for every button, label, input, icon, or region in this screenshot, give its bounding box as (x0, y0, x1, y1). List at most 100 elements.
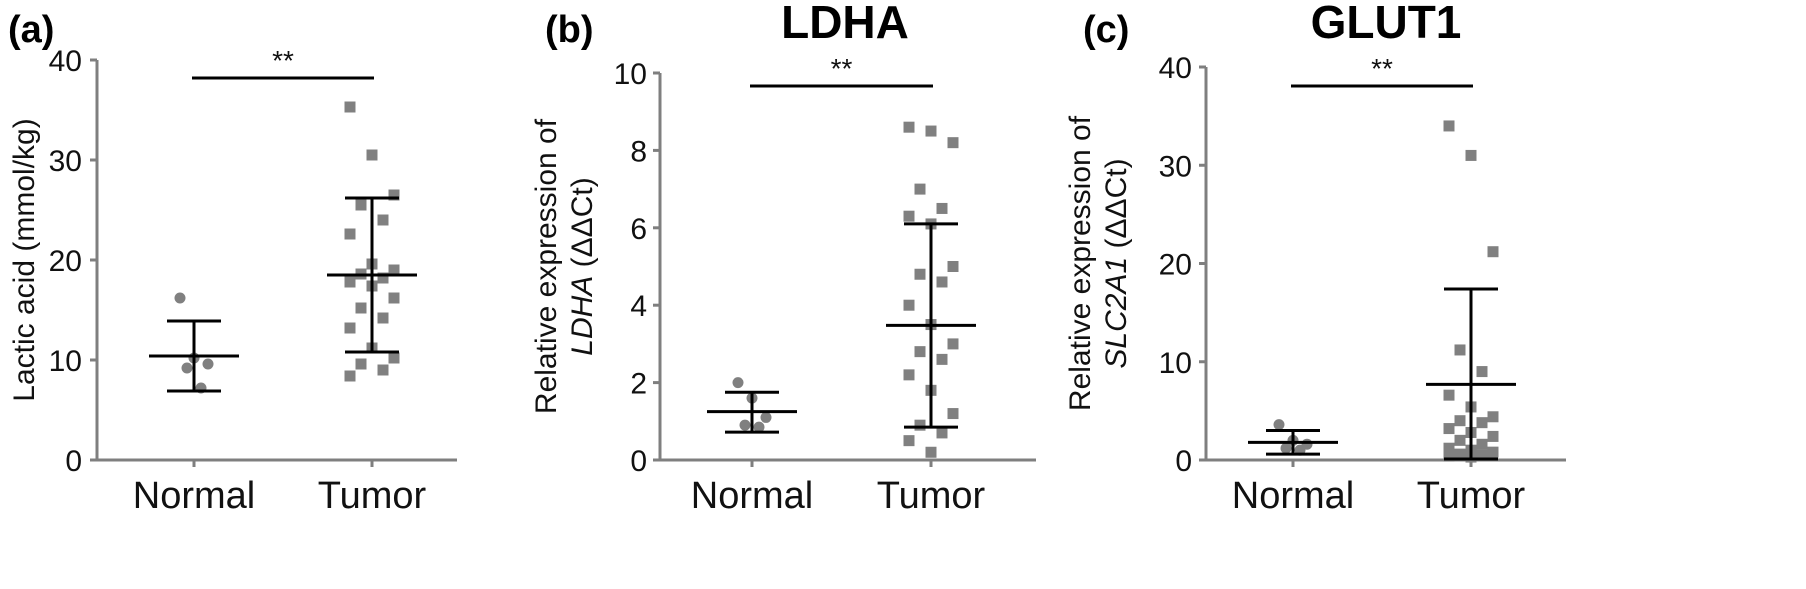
data-point (936, 202, 948, 214)
data-point (1476, 417, 1488, 429)
data-point (914, 419, 926, 431)
data-point (1443, 423, 1455, 435)
y-tick-label: 0 (65, 445, 82, 478)
data-point (936, 276, 948, 288)
y-tick-label: 10 (614, 58, 647, 91)
data-point (377, 312, 389, 324)
data-point (1476, 438, 1488, 450)
chart-title: GLUT1 (1311, 0, 1462, 48)
y-axis-label-gene: SLC2A1 (ΔΔCt) (1100, 158, 1133, 368)
data-point (936, 353, 948, 365)
panel-label: (c) (1083, 9, 1129, 51)
data-point (344, 101, 356, 113)
data-point (947, 408, 959, 420)
data-point (388, 189, 400, 201)
panel-label: (a) (8, 9, 54, 51)
gene-name: SLC2A1 (1100, 257, 1133, 369)
x-category-label: Tumor (877, 475, 986, 517)
data-point (1454, 415, 1466, 427)
data-point (903, 299, 915, 311)
data-point (202, 358, 214, 370)
data-point (1465, 149, 1477, 161)
data-point (903, 210, 915, 222)
y-tick-label: 20 (49, 245, 82, 278)
chart-title: LDHA (781, 0, 909, 48)
data-point (344, 276, 356, 288)
x-category-label: Normal (691, 475, 813, 517)
y-axis-label: Relative expression of (1064, 115, 1097, 411)
data-point (925, 125, 937, 137)
data-point (377, 364, 389, 376)
data-point (914, 346, 926, 358)
data-point (388, 352, 400, 364)
data-point (1443, 120, 1455, 132)
y-axis-label-gene: LDHA (ΔΔCt) (566, 177, 599, 355)
y-tick-label: 0 (1175, 445, 1192, 478)
y-tick-label: 4 (630, 290, 647, 323)
x-category-label: Normal (1232, 475, 1354, 517)
significance-label: ** (831, 53, 853, 84)
data-point (760, 411, 772, 423)
panel-b: (b) LDHA 0 2 4 6 8 10 Normal Tumor Relative expres… (530, 0, 1036, 517)
y-tick-label: 0 (630, 445, 647, 478)
data-point (914, 183, 926, 195)
unit-label: (ΔΔCt) (566, 177, 599, 275)
y-tick-label: 2 (630, 368, 647, 401)
y-tick-label: 10 (49, 345, 82, 378)
data-point (1273, 419, 1285, 431)
y-tick-label: 40 (49, 45, 82, 78)
data-point (903, 435, 915, 447)
data-point (1487, 446, 1499, 458)
data-point (355, 199, 367, 211)
y-tick-label: 30 (49, 145, 82, 178)
data-point (388, 292, 400, 304)
data-point (732, 377, 744, 389)
data-point (344, 228, 356, 240)
panel-a: (a) 0 10 20 30 40 Normal Tumor Lactic acid (mmol… (8, 9, 457, 517)
data-point (1454, 448, 1466, 460)
data-point (1487, 430, 1499, 442)
data-point (344, 322, 356, 334)
data-point (1443, 389, 1455, 401)
y-axis-label: Lactic acid (mmol/kg) (8, 118, 41, 401)
x-category-label: Normal (133, 475, 255, 517)
significance-label: ** (1371, 53, 1393, 84)
data-point (903, 121, 915, 133)
gene-name: LDHA (566, 276, 599, 356)
data-point (1476, 449, 1488, 461)
data-point (1487, 246, 1499, 258)
panel-label: (b) (545, 9, 594, 51)
data-point (344, 370, 356, 382)
data-point (739, 419, 751, 431)
y-tick-label: 10 (1159, 347, 1192, 380)
data-point (355, 358, 367, 370)
data-point (1443, 442, 1455, 454)
y-tick-label: 30 (1159, 150, 1192, 183)
unit-label: (ΔΔCt) (1100, 158, 1133, 256)
data-point (377, 214, 389, 226)
data-point (914, 268, 926, 280)
data-point (1443, 450, 1455, 462)
y-axis-label: Relative expression of (530, 118, 563, 414)
x-category-label: Tumor (318, 475, 427, 517)
data-point (1280, 442, 1292, 454)
data-point (174, 292, 186, 304)
data-point (1487, 411, 1499, 423)
significance-label: ** (272, 45, 294, 76)
y-tick-label: 40 (1159, 52, 1192, 85)
panel-c: (c) GLUT1 0 10 20 30 40 Normal Tumor Relative exp… (1064, 0, 1566, 517)
data-point (753, 421, 765, 433)
y-tick-label: 20 (1159, 249, 1192, 282)
y-tick-label: 6 (630, 213, 647, 246)
x-category-label: Tumor (1417, 475, 1526, 517)
data-point (1454, 434, 1466, 446)
data-point (903, 369, 915, 381)
data-point (1454, 344, 1466, 356)
data-point (925, 446, 937, 458)
data-point (1476, 366, 1488, 378)
data-point (181, 362, 193, 374)
data-point (377, 272, 389, 284)
data-point (947, 338, 959, 350)
data-point (355, 302, 367, 314)
